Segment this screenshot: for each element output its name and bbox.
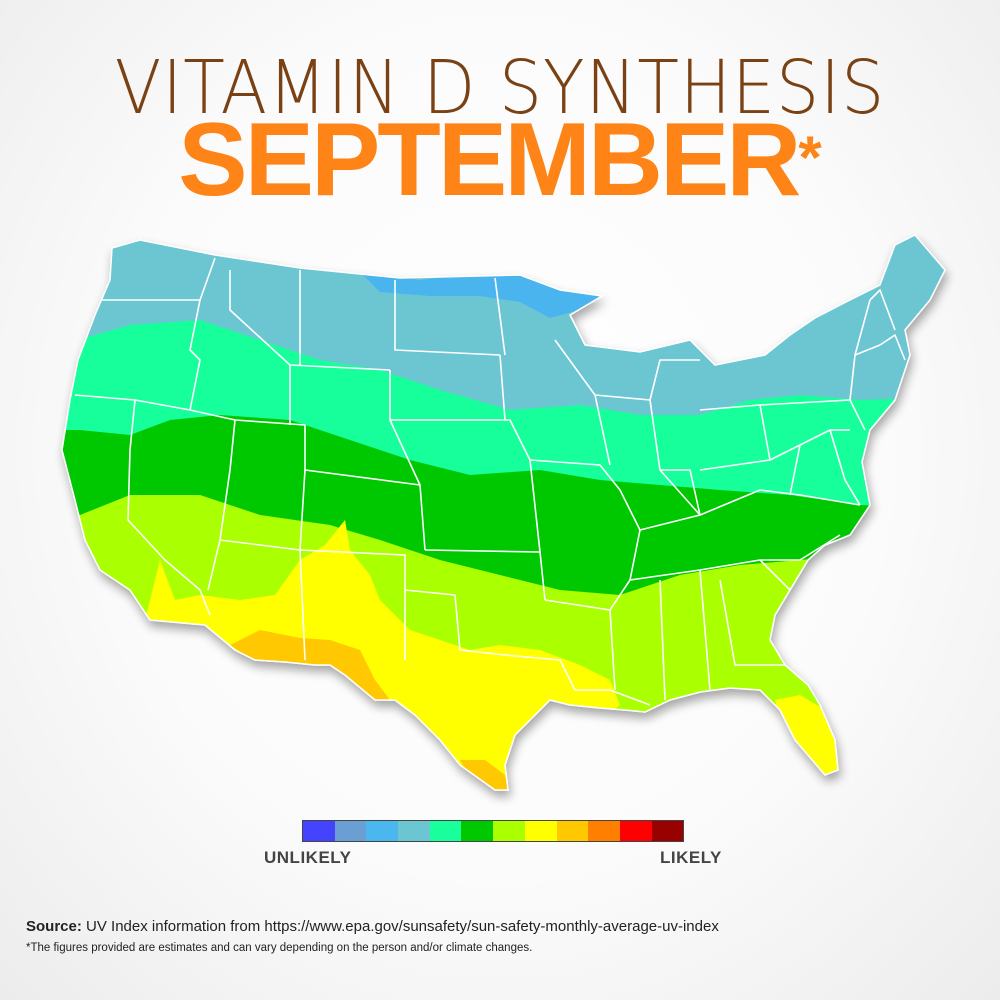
legend-high-label: LIKELY: [660, 848, 722, 867]
legend-swatch-4: [398, 821, 430, 841]
legend-swatch-11: [619, 821, 652, 841]
legend-swatch-2: [334, 821, 367, 841]
zone-yellow-florida: [775, 695, 840, 790]
zone-amber-southwest: [230, 630, 405, 730]
state-borders: [74, 257, 906, 706]
color-scale-legend: [302, 820, 685, 842]
footnote: *The figures provided are estimates and …: [26, 942, 533, 954]
title-month: SEPTEMBER*: [0, 108, 1000, 212]
source-text: UV Index information from https://www.ep…: [81, 918, 719, 935]
legend-swatch-6: [461, 821, 494, 841]
legend-swatch-9: [556, 821, 589, 841]
legend-swatch-5: [429, 821, 462, 841]
legend-swatch-8: [524, 821, 557, 841]
map-body: [61, 234, 946, 791]
legend-swatch-3: [366, 821, 399, 841]
title-line-1: VITAMIN D SYNTHESIS: [114, 45, 886, 131]
legend-swatch-7: [493, 821, 525, 841]
title-asterisk: *: [798, 124, 822, 191]
title-month-text: SEPTEMBER: [178, 102, 801, 218]
legend-swatch-12: [651, 821, 684, 841]
source-label: Source:: [26, 918, 82, 935]
legend-swatch-10: [588, 821, 620, 841]
source-citation: Source: UV Index information from https:…: [26, 918, 719, 935]
legend-swatch-1: [303, 821, 335, 841]
legend-low-label: UNLIKELY: [264, 848, 352, 867]
zone-amber-texas: [460, 760, 510, 790]
